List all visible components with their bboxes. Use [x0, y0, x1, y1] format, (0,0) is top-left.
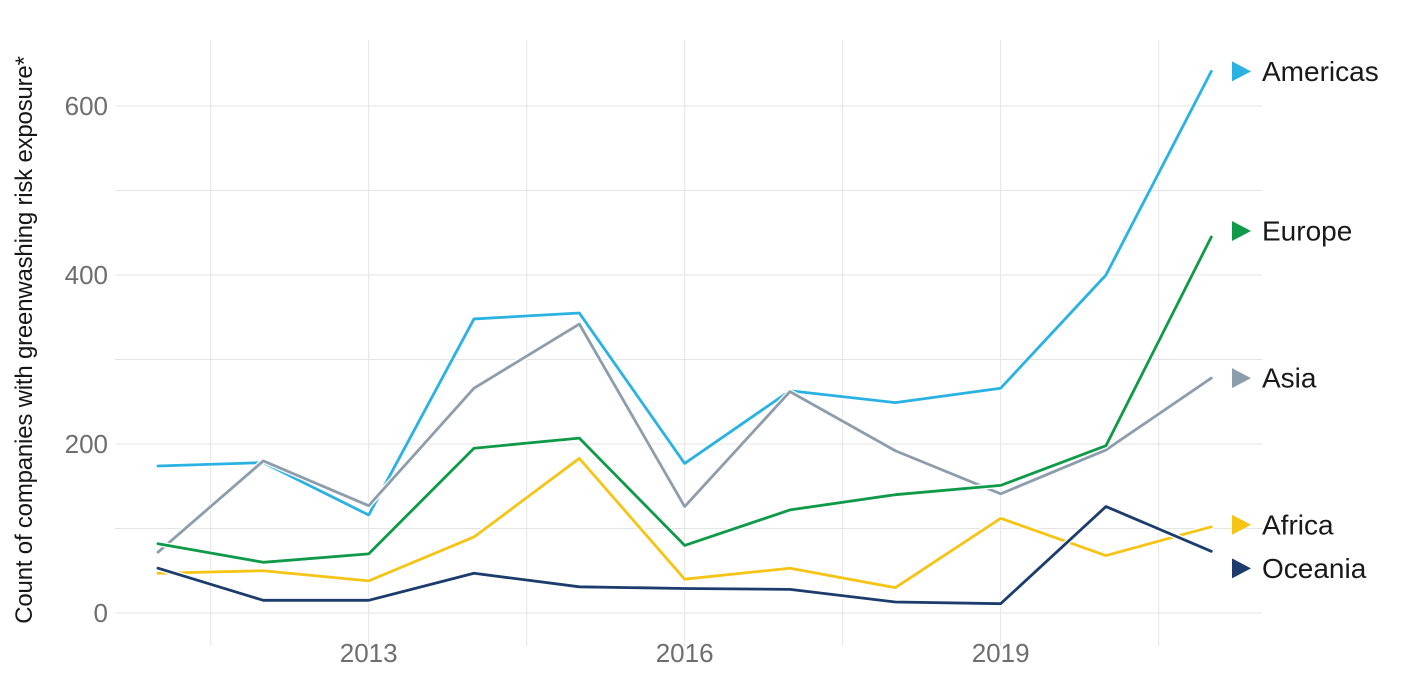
- series-line-americas: [156, 69, 1213, 517]
- y-axis-title: Count of companies with greenwashing ris…: [11, 56, 38, 623]
- legend-item-oceania: Oceania: [1232, 553, 1367, 584]
- series-line-asia: [156, 322, 1213, 554]
- legend: Americas Europe Asia Africa Oceania: [1232, 56, 1379, 584]
- y-tick-label: 200: [65, 429, 108, 459]
- legend-label-europe: Europe: [1262, 215, 1352, 246]
- series-lines: [155, 68, 1215, 607]
- y-tick-label: 0: [94, 598, 108, 628]
- legend-item-europe: Europe: [1232, 215, 1352, 246]
- legend-label-africa: Africa: [1262, 509, 1334, 540]
- legend-label-americas: Americas: [1262, 56, 1379, 87]
- series-line-europe: [156, 235, 1213, 564]
- y-axis-tick-labels: 0 200 400 600: [65, 91, 108, 628]
- x-tick-label: 2016: [656, 638, 714, 668]
- legend-triangle-icon: [1232, 514, 1251, 535]
- horizontal-gridlines: [115, 105, 1262, 614]
- legend-label-asia: Asia: [1262, 363, 1317, 394]
- legend-item-africa: Africa: [1232, 509, 1334, 540]
- y-tick-label: 600: [65, 91, 108, 121]
- legend-triangle-icon: [1232, 368, 1251, 389]
- x-axis-tick-labels: 2013 2016 2019: [340, 638, 1030, 668]
- legend-triangle-icon: [1232, 220, 1251, 241]
- x-tick-label: 2019: [972, 638, 1030, 668]
- x-tick-label: 2013: [340, 638, 398, 668]
- series-line-africa: [156, 456, 1213, 590]
- legend-item-asia: Asia: [1232, 363, 1317, 394]
- series-line-oceania: [156, 505, 1213, 606]
- legend-item-americas: Americas: [1232, 56, 1379, 87]
- legend-label-oceania: Oceania: [1262, 553, 1367, 584]
- legend-triangle-icon: [1232, 61, 1251, 82]
- legend-triangle-icon: [1232, 558, 1251, 579]
- y-tick-label: 400: [65, 260, 108, 290]
